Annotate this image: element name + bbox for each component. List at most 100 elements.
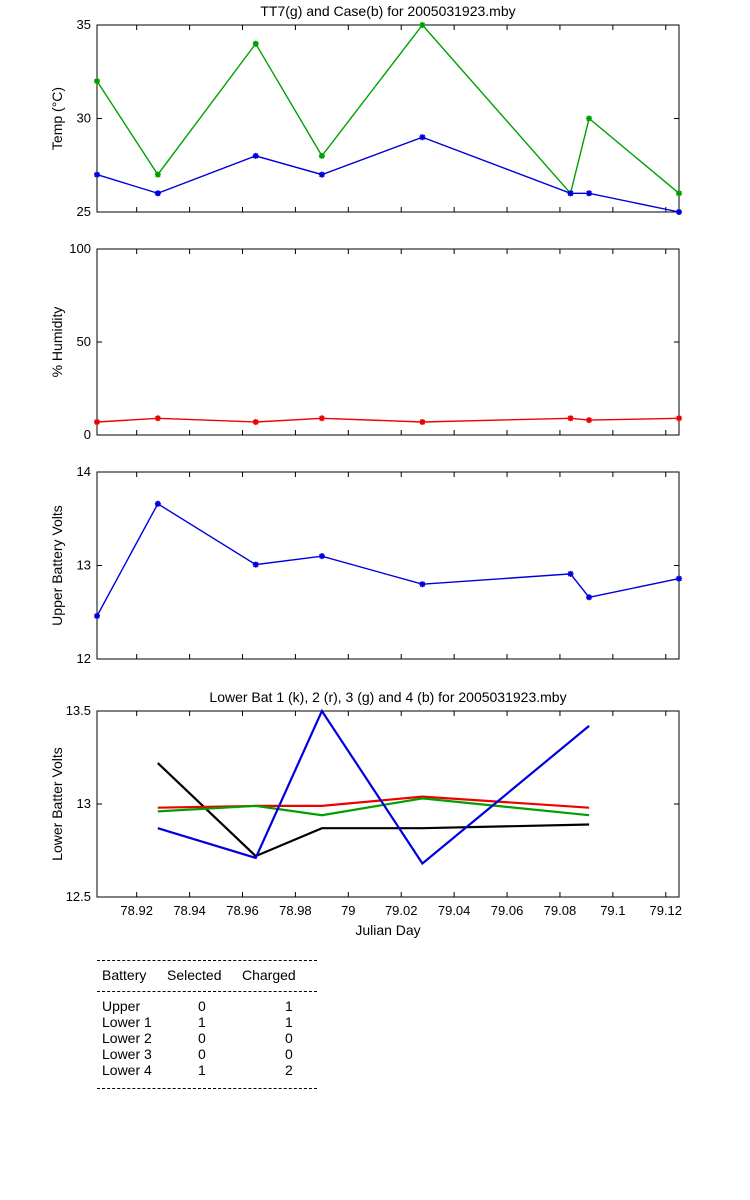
row-selected: 0 [198, 1030, 206, 1046]
table-bottom-divider [97, 1088, 317, 1089]
table-body: Upper 0 1 Lower 1 1 1 Lower 2 0 0 Lower … [97, 998, 317, 1078]
x-tick-label: 79 [341, 903, 355, 918]
plot-frame [96, 471, 680, 660]
chart-panel-3: 12 13 14 Upper Battery Volts [49, 464, 682, 666]
data-point-red [676, 415, 682, 422]
x-tick-label: 79.02 [385, 903, 418, 918]
data-point-green [586, 115, 593, 122]
x-tick-label: 78.94 [173, 903, 206, 918]
y-tick-label: 13.5 [66, 703, 91, 718]
header-charged: Charged [242, 967, 296, 983]
data-point-red [586, 417, 593, 424]
x-tick-label: 78.98 [279, 903, 312, 918]
y-tick-label: 30 [77, 111, 91, 126]
data-point-blue [318, 171, 325, 178]
row-battery: Lower 2 [102, 1030, 152, 1046]
data-point-blue [586, 190, 593, 197]
header-selected: Selected [167, 967, 222, 983]
y-axis-label: % Humidity [49, 307, 65, 378]
row-charged: 2 [285, 1062, 293, 1078]
chart-title: Lower Bat 1 (k), 2 (r), 3 (g) and 4 (b) … [209, 689, 566, 705]
data-point-red [252, 418, 259, 425]
x-tick-label: 79.06 [491, 903, 524, 918]
data-point-blue [94, 171, 100, 178]
row-selected: 0 [198, 998, 206, 1014]
series-line-red [157, 795, 590, 809]
chart-panel-2: 0 50 100 % Humidity [49, 241, 682, 442]
battery-table: Battery Selected Charged Upper 0 1 Lower… [97, 960, 317, 1089]
data-point-blue [567, 190, 574, 197]
y-tick-label: 0 [84, 427, 91, 442]
row-selected: 0 [198, 1046, 206, 1062]
row-charged: 1 [285, 998, 293, 1014]
table-header-row: Battery Selected Charged [97, 967, 317, 983]
series-line-red [96, 417, 680, 423]
y-tick-label: 13 [77, 558, 91, 573]
y-tick-label: 35 [77, 17, 91, 32]
series-line-blue [157, 708, 590, 866]
data-point-blue [586, 594, 593, 601]
x-tick-label: 79.08 [544, 903, 577, 918]
data-point-red [318, 415, 325, 422]
data-point-blue [419, 581, 426, 588]
row-selected: 1 [198, 1062, 206, 1078]
table-row: Upper 0 1 [97, 998, 317, 1014]
series-line-black [157, 762, 590, 858]
series-line-green [157, 797, 590, 817]
y-tick-label: 14 [77, 464, 91, 479]
data-point-red [567, 415, 574, 422]
series-line-green [96, 23, 680, 195]
data-point-blue [318, 553, 325, 560]
data-point-blue [419, 134, 426, 141]
data-point-green [94, 78, 100, 85]
y-axis-label: Lower Batter Volts [49, 747, 65, 861]
y-tick-label: 12 [77, 651, 91, 666]
chart-title: TT7(g) and Case(b) for 2005031923.mby [260, 3, 515, 19]
table-row: Lower 4 1 2 [97, 1062, 317, 1078]
data-point-blue [154, 190, 161, 197]
series-line-blue [96, 136, 680, 213]
row-charged: 1 [285, 1014, 293, 1030]
table-header-divider [97, 991, 317, 992]
y-tick-label: 13 [77, 796, 91, 811]
row-charged: 0 [285, 1046, 293, 1062]
data-point-red [419, 418, 426, 425]
y-tick-label: 50 [77, 334, 91, 349]
data-point-red [94, 418, 100, 425]
data-point-blue [252, 561, 259, 568]
data-point-green [318, 152, 325, 159]
data-point-blue [676, 575, 682, 582]
row-battery: Lower 1 [102, 1014, 152, 1030]
row-battery: Lower 3 [102, 1046, 152, 1062]
y-tick-label: 25 [77, 204, 91, 219]
row-charged: 0 [285, 1030, 293, 1046]
y-tick-label: 12.5 [66, 889, 91, 904]
data-point-red [154, 415, 161, 422]
series-line-blue [96, 502, 680, 617]
data-point-blue [252, 152, 259, 159]
plot-frame [96, 248, 680, 436]
x-tick-label: 79.12 [649, 903, 682, 918]
x-tick-label: 78.96 [226, 903, 259, 918]
data-point-blue [154, 500, 161, 507]
data-point-blue [676, 209, 682, 215]
table-top-divider [97, 960, 317, 961]
chart-panel-4: 12.5 13 13.5 78.92 78.94 78.96 78.98 79 79.02 79.… [49, 689, 682, 938]
x-axis-label: Julian Day [355, 922, 420, 938]
plots-canvas: 25 30 35 TT7(g) and Case(b) for 2005031923.… [49, 3, 682, 938]
table-row: Lower 1 1 1 [97, 1014, 317, 1030]
data-point-green [154, 171, 161, 178]
x-tick-label: 78.92 [120, 903, 153, 918]
data-point-green [676, 190, 682, 197]
table-row: Lower 3 0 0 [97, 1046, 317, 1062]
data-point-green [252, 40, 259, 47]
y-tick-label: 100 [69, 241, 91, 256]
row-battery: Lower 4 [102, 1062, 152, 1078]
data-point-blue [94, 612, 100, 619]
data-point-green [419, 22, 426, 28]
chart-panel-1: 25 30 35 TT7(g) and Case(b) for 2005031923.… [49, 3, 682, 219]
y-axis-label: Upper Battery Volts [49, 505, 65, 626]
data-point-blue [567, 570, 574, 577]
x-tick-label: 79.1 [600, 903, 625, 918]
row-battery: Upper [102, 998, 141, 1014]
